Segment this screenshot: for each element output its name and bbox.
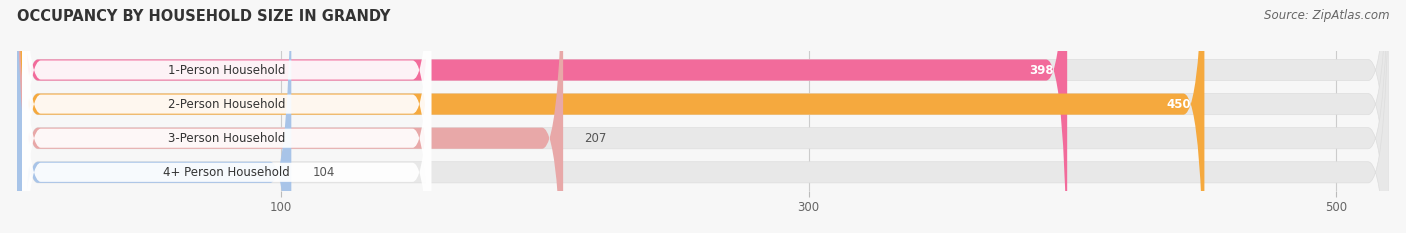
FancyBboxPatch shape	[17, 0, 1389, 233]
Text: 4+ Person Household: 4+ Person Household	[163, 166, 290, 179]
Text: 207: 207	[585, 132, 606, 145]
FancyBboxPatch shape	[22, 0, 432, 233]
Text: 450: 450	[1167, 98, 1191, 111]
FancyBboxPatch shape	[17, 0, 564, 233]
FancyBboxPatch shape	[22, 0, 432, 233]
Text: 2-Person Household: 2-Person Household	[167, 98, 285, 111]
FancyBboxPatch shape	[17, 0, 1389, 233]
Text: 1-Person Household: 1-Person Household	[167, 64, 285, 76]
FancyBboxPatch shape	[17, 0, 291, 233]
FancyBboxPatch shape	[17, 0, 1389, 233]
Text: 398: 398	[1029, 64, 1054, 76]
FancyBboxPatch shape	[17, 0, 1067, 233]
Text: OCCUPANCY BY HOUSEHOLD SIZE IN GRANDY: OCCUPANCY BY HOUSEHOLD SIZE IN GRANDY	[17, 9, 391, 24]
Text: 3-Person Household: 3-Person Household	[167, 132, 285, 145]
Text: Source: ZipAtlas.com: Source: ZipAtlas.com	[1264, 9, 1389, 22]
FancyBboxPatch shape	[22, 0, 432, 233]
FancyBboxPatch shape	[22, 0, 432, 233]
FancyBboxPatch shape	[17, 0, 1205, 233]
Text: 104: 104	[312, 166, 335, 179]
FancyBboxPatch shape	[17, 0, 1389, 233]
